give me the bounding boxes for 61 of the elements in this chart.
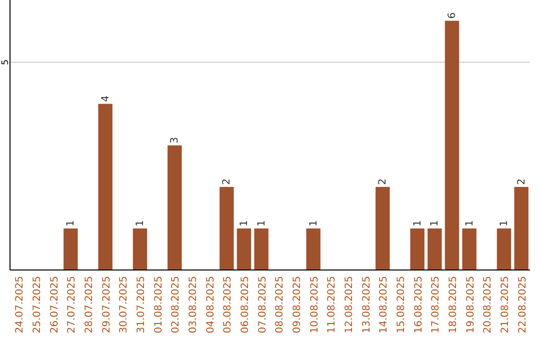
x-tick-label: 17.08.2025 [430, 276, 442, 334]
x-tick-label: 27.07.2025 [66, 276, 78, 334]
data-label: 1 [256, 220, 268, 226]
x-tick-label: 21.08.2025 [500, 276, 511, 334]
x-tick-label: 18.08.2025 [448, 276, 459, 334]
x-tick-label: 16.08.2025 [413, 276, 424, 334]
x-tick-label: 03.08.2025 [188, 276, 199, 334]
bar [428, 228, 442, 270]
data-label: 6 [447, 12, 458, 19]
y-tick-label: 5 [1, 59, 11, 66]
bar [254, 228, 268, 270]
x-tick-label: 25.07.2025 [32, 276, 43, 334]
data-label: 1 [464, 220, 476, 226]
bar [462, 228, 476, 270]
data-label: 1 [430, 220, 441, 226]
bar [132, 228, 148, 270]
bar [496, 228, 512, 270]
bar [236, 228, 252, 270]
x-tick-label: 06.08.2025 [240, 276, 251, 334]
data-label: 2 [516, 178, 528, 185]
data-label: 1 [135, 220, 146, 226]
x-tick-label: 30.07.2025 [118, 276, 130, 334]
x-tick-label: 07.08.2025 [257, 276, 268, 334]
x-tick-label: 20.08.2025 [482, 276, 494, 334]
bar [168, 145, 182, 270]
x-tick-label: 31.07.2025 [136, 276, 147, 334]
bar [220, 186, 234, 270]
data-label: 4 [100, 95, 112, 102]
x-tick-label: 14.08.2025 [378, 276, 390, 334]
x-tick-label: 12.08.2025 [344, 276, 355, 334]
data-label: 2 [378, 178, 389, 185]
bar [410, 228, 424, 270]
bar [376, 186, 390, 270]
bar [98, 104, 112, 270]
data-label: 1 [412, 220, 424, 226]
x-tick-label: 26.07.2025 [49, 276, 60, 334]
data-label: 1 [499, 220, 510, 226]
data-label: 1 [239, 220, 250, 226]
data-label: 1 [308, 220, 320, 226]
x-tick-label: 04.08.2025 [205, 276, 216, 334]
x-tick-label: 13.08.2025 [361, 276, 372, 334]
data-label: 3 [170, 137, 181, 144]
x-tick-label: 01.08.2025 [153, 276, 164, 334]
data-label: 2 [222, 178, 233, 185]
bar [444, 20, 460, 270]
x-tick-label: 02.08.2025 [170, 276, 182, 334]
x-tick-label: 19.08.2025 [465, 276, 476, 334]
x-tick-label: 09.08.2025 [292, 276, 303, 334]
x-tick-label: 11.08.2025 [326, 276, 338, 334]
data-label: 1 [66, 220, 77, 226]
x-tick-label: 10.08.2025 [309, 276, 320, 334]
bar [306, 228, 320, 270]
x-tick-label: 22.08.2025 [517, 276, 528, 334]
x-tick-label: 08.08.2025 [274, 276, 286, 334]
x-tick-label: 28.07.2025 [84, 276, 95, 334]
x-tick-label: 24.07.2025 [14, 276, 26, 334]
x-tick-label: 15.08.2025 [396, 276, 407, 334]
x-tick-label: 29.07.2025 [101, 276, 112, 334]
bar [64, 228, 78, 270]
bar [514, 186, 528, 270]
x-tick-label: 05.08.2025 [222, 276, 234, 334]
